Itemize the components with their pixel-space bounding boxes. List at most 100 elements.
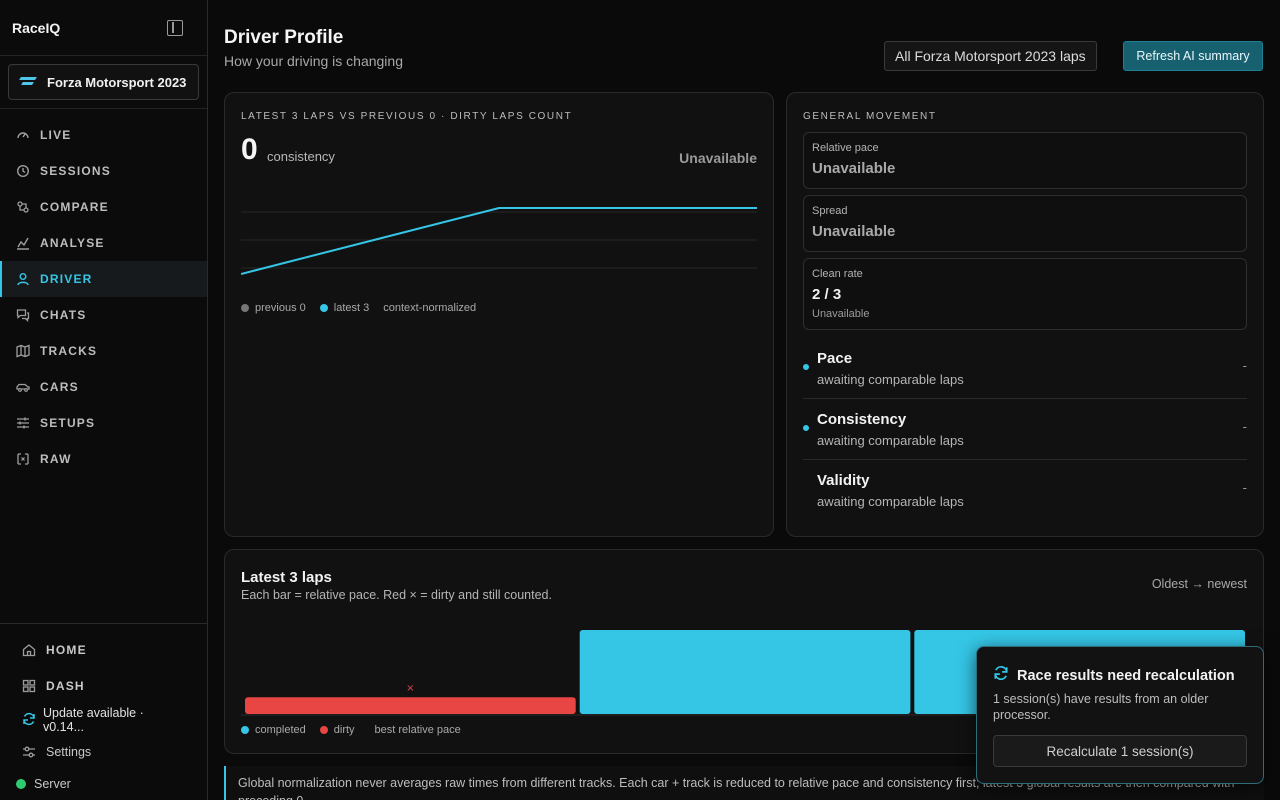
sidebar-item-analyse[interactable]: ANALYSE: [0, 225, 207, 261]
legend-dirty: dirty: [319, 724, 355, 736]
sidebar-item-label: COMPARE: [40, 200, 109, 214]
map-icon: [16, 344, 30, 358]
sidebar-item-label: LIVE: [40, 128, 72, 142]
stat-value: Unavailable: [812, 223, 896, 240]
metric-title: Validity: [817, 472, 870, 489]
sidebar-item-label: DRIVER: [40, 272, 93, 286]
laps-card-subtitle: Each bar = relative pace. Red × = dirty …: [241, 588, 552, 602]
sidebar-item-label: SESSIONS: [40, 164, 111, 178]
recalculate-button[interactable]: Recalculate 1 session(s): [993, 735, 1247, 767]
lap-bar[interactable]: [245, 697, 576, 714]
server-status[interactable]: Server: [0, 768, 208, 800]
toast-title: Race results need recalculation: [1017, 667, 1235, 684]
sidebar-item-home[interactable]: HOME: [0, 632, 208, 668]
laps-order-label: Oldest → newest: [1151, 577, 1247, 591]
sidebar-collapse-icon[interactable]: [167, 19, 183, 36]
sidebar: RaceIQ Forza Motorsport 2023 LIVE SESSIO…: [0, 0, 208, 800]
legend-dot: [319, 304, 328, 312]
recalculation-toast: Race results need recalculation 1 sessio…: [976, 646, 1264, 784]
refresh-icon: [22, 712, 36, 729]
refresh-ai-summary-button[interactable]: Refresh AI summary: [1123, 41, 1263, 71]
toast-body: 1 session(s) have results from an older …: [993, 692, 1209, 722]
sidebar-item-label: SETUPS: [40, 416, 96, 430]
sidebar-item-dash[interactable]: DASH: [0, 668, 208, 704]
sidebar-item-label: CARS: [40, 380, 79, 394]
forza-logo-icon: [19, 75, 39, 89]
trend-status: Unavailable: [679, 150, 757, 166]
consistency-label: consistency: [267, 149, 335, 164]
server-status-dot: [16, 779, 26, 789]
game-select-label: Forza Motorsport 2023: [47, 74, 187, 90]
legend-latest-label: latest 3: [333, 302, 370, 314]
sidebar-nav: LIVE SESSIONS COMPARE ANALYSE DRIVER CHA…: [0, 109, 207, 477]
general-movement-card: GENERAL MOVEMENT Relative pace Unavailab…: [786, 92, 1264, 537]
stat-clean-rate: Clean rate 2 / 3 Unavailable: [803, 258, 1247, 330]
analyse-icon: [16, 236, 30, 250]
metric-dot: [803, 425, 809, 431]
metric-pace: Pace awaiting comparable laps -: [803, 338, 1247, 399]
app-name: RaceIQ: [12, 19, 61, 36]
gauge-icon: [16, 128, 30, 142]
metric-value: -: [1242, 358, 1247, 373]
legend-best-label: best relative pace: [374, 724, 461, 736]
metric-title: Pace: [817, 350, 853, 367]
sidebar-item-live[interactable]: LIVE: [0, 117, 207, 153]
trend-legend: previous 0 latest 3 context-normalized: [241, 302, 476, 314]
brand-row: RaceIQ: [0, 0, 207, 56]
settings-sliders-icon: [22, 745, 36, 759]
sidebar-item-cars[interactable]: CARS: [0, 369, 207, 405]
page-title: Driver Profile: [224, 27, 344, 48]
settings-link[interactable]: Settings: [0, 736, 208, 768]
metric-value: -: [1242, 480, 1247, 495]
metric-subtitle: awaiting comparable laps: [817, 433, 964, 448]
stat-value: 2 / 3: [812, 286, 842, 303]
chat-icon: [16, 308, 30, 322]
metric-validity: Validity awaiting comparable laps -: [803, 460, 1247, 521]
latest-series-line: [241, 207, 757, 275]
laps-legend: completed dirty best relative pace: [241, 724, 461, 736]
metric-subtitle: awaiting comparable laps: [817, 494, 964, 509]
update-available-label: Update available · v0.14...: [43, 706, 144, 734]
sidebar-item-label: ANALYSE: [40, 236, 105, 250]
main-content: Driver Profile How your driving is chang…: [208, 0, 1280, 800]
laps-card-title: Latest 3 laps: [241, 569, 332, 586]
stat-relative-pace: Relative pace Unavailable: [803, 132, 1247, 189]
sidebar-item-chats[interactable]: CHATS: [0, 297, 207, 333]
sidebar-item-tracks[interactable]: TRACKS: [0, 333, 207, 369]
user-icon: [16, 272, 30, 286]
stat-label: Clean rate: [812, 268, 863, 280]
sidebar-item-setups[interactable]: SETUPS: [0, 405, 207, 441]
sidebar-item-driver[interactable]: DRIVER: [0, 261, 207, 297]
sidebar-item-raw[interactable]: RAW: [0, 441, 207, 477]
trend-line-chart: [241, 207, 757, 275]
stat-note: Unavailable: [812, 308, 870, 320]
movement-eyebrow: GENERAL MOVEMENT: [803, 111, 937, 122]
lap-bar[interactable]: [579, 630, 911, 714]
scope-select-button[interactable]: All Forza Motorsport 2023 laps: [884, 41, 1097, 71]
dashboard-icon: [22, 679, 36, 693]
update-available-link[interactable]: Update available · v0.14...: [0, 704, 208, 736]
consistency-value: 0: [241, 133, 258, 166]
game-select-wrap: Forza Motorsport 2023: [0, 56, 207, 109]
sidebar-item-label: HOME: [46, 643, 87, 657]
trend-card: LATEST 3 LAPS VS PREVIOUS 0 · DIRTY LAPS…: [224, 92, 774, 537]
metric-title: Consistency: [817, 411, 907, 428]
toast-header: Race results need recalculation: [993, 665, 1235, 686]
stat-label: Spread: [812, 205, 848, 217]
car-icon: [16, 380, 30, 394]
sidebar-bottom: HOME DASH Update available · v0.14... Se…: [0, 623, 208, 800]
legend-dot: [319, 726, 328, 734]
metric-subtitle: awaiting comparable laps: [817, 372, 964, 387]
game-select[interactable]: Forza Motorsport 2023: [8, 64, 199, 100]
trend-card-eyebrow: LATEST 3 LAPS VS PREVIOUS 0 · DIRTY LAPS…: [241, 111, 573, 122]
sidebar-item-sessions[interactable]: SESSIONS: [0, 153, 207, 189]
page-subtitle: How your driving is changing: [224, 53, 403, 69]
home-icon: [22, 643, 36, 657]
stat-value: Unavailable: [812, 160, 896, 177]
legend-dot: [241, 304, 249, 312]
normalization-note: Global normalization never averages raw …: [224, 766, 1264, 800]
legend-note: context-normalized: [383, 302, 477, 314]
compare-icon: [16, 200, 30, 214]
sidebar-item-compare[interactable]: COMPARE: [0, 189, 207, 225]
metric-dot: [803, 364, 809, 370]
